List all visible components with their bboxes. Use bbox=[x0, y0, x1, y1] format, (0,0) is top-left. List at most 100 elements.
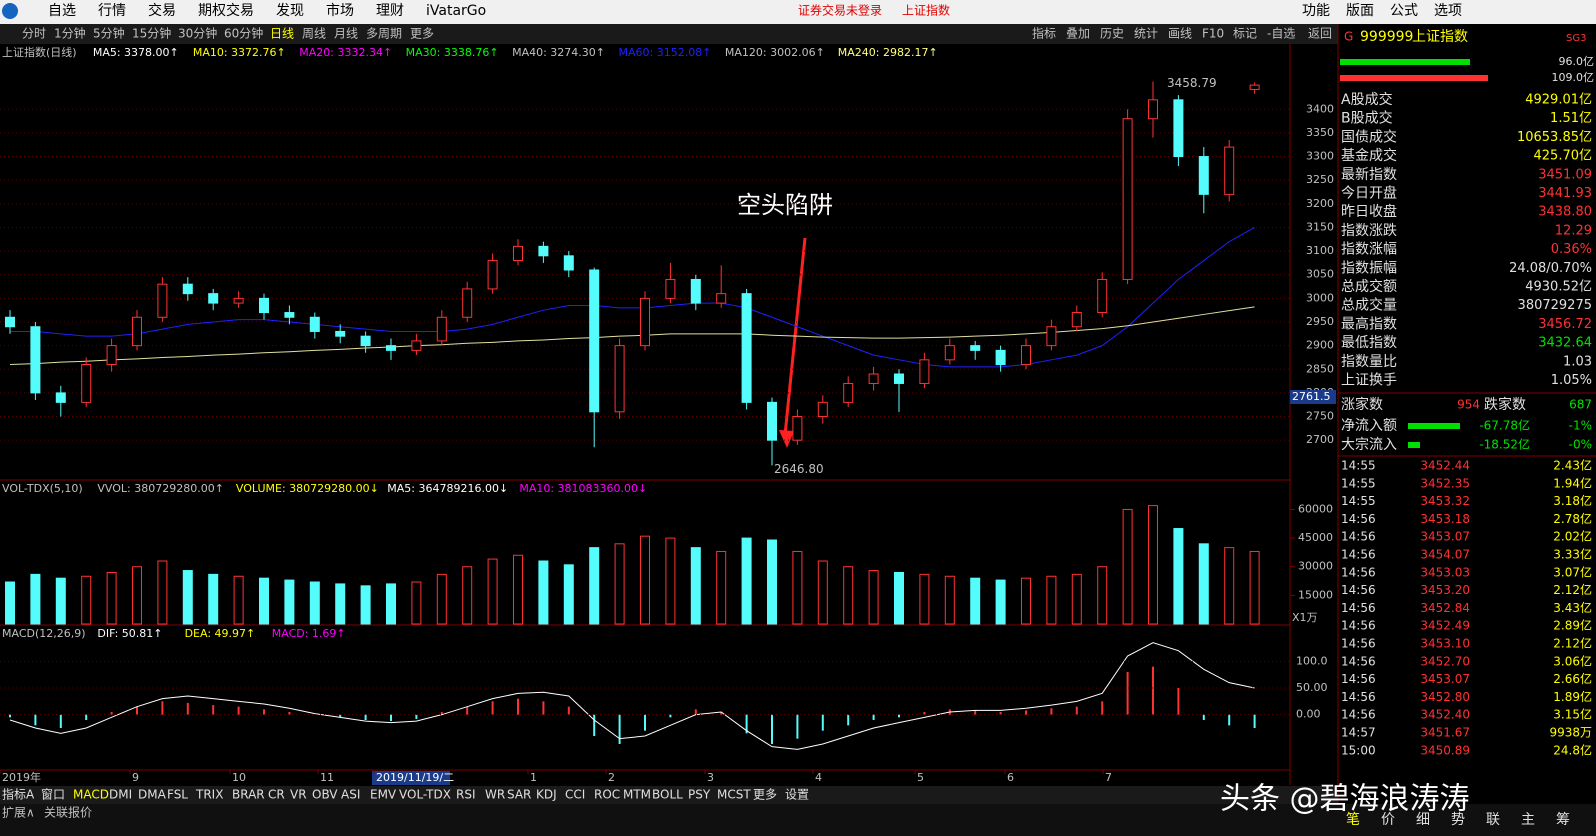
indicator-tab[interactable]: 指标A bbox=[2, 787, 35, 802]
indicator-tab[interactable]: BOLL bbox=[652, 788, 683, 802]
indicator-tab[interactable]: DMI bbox=[109, 788, 132, 802]
candle-body bbox=[436, 316, 447, 342]
volume-bar bbox=[614, 543, 625, 625]
indicator-tab[interactable]: RSI bbox=[456, 788, 476, 802]
indicator-tab[interactable]: SAR bbox=[507, 788, 531, 802]
period-button[interactable]: 更多 bbox=[410, 27, 434, 41]
tick-price: 3452.80 bbox=[1420, 690, 1470, 704]
menu-item[interactable]: 选项 bbox=[1434, 3, 1462, 19]
candle-body bbox=[1198, 156, 1209, 195]
menu-item[interactable]: 公式 bbox=[1390, 3, 1418, 19]
panel-tab[interactable]: 笔 bbox=[1346, 812, 1360, 828]
tool-button[interactable]: 统计 bbox=[1134, 27, 1158, 41]
stat-label: 上证换手 bbox=[1341, 372, 1397, 389]
volume-bar bbox=[716, 550, 727, 625]
macd-bar bbox=[720, 712, 723, 715]
indicator-tab[interactable]: 更多 bbox=[753, 788, 777, 802]
macd-bar bbox=[1126, 672, 1129, 715]
status-item[interactable]: 关联报价 bbox=[44, 805, 92, 820]
menu-item[interactable]: iVatarGo bbox=[426, 3, 486, 19]
period-button[interactable]: 30分钟 bbox=[178, 26, 217, 41]
candle-body bbox=[1224, 146, 1235, 195]
indicator-tab[interactable]: PSY bbox=[688, 788, 711, 802]
menu-item[interactable]: 版面 bbox=[1346, 3, 1374, 19]
panel-tab[interactable]: 筹 bbox=[1556, 811, 1570, 828]
volume-bar bbox=[894, 571, 904, 625]
indicator-tab[interactable]: MCST bbox=[717, 788, 751, 802]
menu-item[interactable]: 理财 bbox=[376, 3, 404, 19]
tool-button[interactable]: 返回 bbox=[1308, 27, 1332, 41]
indicator-tab[interactable]: DMA bbox=[138, 788, 167, 802]
status-item[interactable]: 扩展∧ bbox=[2, 806, 35, 820]
indicator-tab[interactable]: MTM bbox=[623, 788, 651, 802]
flow-label: 净流入额 bbox=[1341, 418, 1397, 434]
period-button[interactable]: 1分钟 bbox=[54, 26, 86, 41]
period-button[interactable]: 60分钟 bbox=[224, 26, 263, 41]
indicator-tab[interactable]: ROC bbox=[594, 788, 620, 802]
candle-body bbox=[1021, 345, 1031, 366]
period-button[interactable]: 多周期 bbox=[366, 27, 402, 41]
volume-bar bbox=[589, 547, 600, 625]
tool-button[interactable]: 画线 bbox=[1168, 27, 1192, 41]
period-button[interactable]: 分时 bbox=[22, 27, 46, 41]
indicator-tab[interactable]: FSL bbox=[167, 788, 188, 802]
flow-pct: -1% bbox=[1569, 419, 1592, 433]
status-bar bbox=[0, 804, 1596, 836]
menu-item[interactable]: 自选 bbox=[48, 3, 76, 19]
flow-bar bbox=[1408, 423, 1460, 429]
indicator-tab[interactable]: MACD bbox=[73, 788, 109, 802]
tool-button[interactable]: 叠加 bbox=[1066, 27, 1090, 41]
macd-bar bbox=[136, 706, 138, 715]
candle-body bbox=[538, 245, 549, 257]
panel-tab[interactable]: 细 bbox=[1416, 812, 1430, 828]
indicator-label: DEA: 49.97↑ bbox=[185, 627, 256, 640]
menu-item[interactable]: 发现 bbox=[276, 3, 304, 19]
menu-item[interactable]: 行情 bbox=[98, 3, 126, 19]
tool-button[interactable]: F10 bbox=[1202, 27, 1224, 41]
tool-button[interactable]: 标记 bbox=[1233, 27, 1257, 41]
panel-tab[interactable]: 势 bbox=[1451, 812, 1465, 828]
indicator-tab[interactable]: CR bbox=[268, 788, 285, 802]
indicator-tab[interactable]: OBV bbox=[312, 788, 338, 802]
volume-bar bbox=[208, 573, 219, 625]
ma-line bbox=[10, 227, 1255, 368]
indicator-tab[interactable]: ASI bbox=[341, 788, 360, 802]
macd-bar bbox=[1050, 708, 1053, 715]
panel-tab[interactable]: 价 bbox=[1381, 812, 1395, 828]
indicator-tab[interactable]: 设置 bbox=[785, 788, 809, 802]
indicator-tab[interactable]: VR bbox=[290, 788, 307, 802]
period-button[interactable]: 月线 bbox=[334, 27, 358, 41]
volume-bar bbox=[55, 577, 66, 625]
menu-item[interactable]: 市场 bbox=[326, 2, 354, 19]
period-button[interactable]: 5分钟 bbox=[93, 26, 125, 41]
candle-body bbox=[513, 245, 523, 262]
stat-label: 总成交额 bbox=[1341, 278, 1397, 295]
period-button[interactable]: 周线 bbox=[302, 27, 326, 41]
panel-tab[interactable]: 主 bbox=[1521, 812, 1535, 828]
candle-body bbox=[1071, 312, 1082, 328]
tool-button[interactable]: 指标 bbox=[1032, 26, 1056, 41]
panel-tab[interactable]: 联 bbox=[1486, 812, 1500, 828]
menu-item[interactable]: 功能 bbox=[1302, 3, 1330, 19]
indicator-tab[interactable]: VOL-TDX bbox=[399, 788, 451, 802]
candle-body bbox=[30, 326, 41, 394]
period-button[interactable]: 日线 bbox=[270, 27, 294, 41]
indicator-tab[interactable]: EMV bbox=[370, 788, 397, 802]
candle-body bbox=[132, 316, 142, 347]
tick-time: 14:56 bbox=[1341, 512, 1376, 526]
candle-body bbox=[817, 401, 828, 418]
indicator-tab[interactable]: WR bbox=[485, 788, 505, 802]
volume-bar bbox=[1249, 550, 1260, 625]
menu-item[interactable]: 交易 bbox=[148, 2, 176, 19]
indicator-tab[interactable]: TRIX bbox=[195, 788, 223, 802]
indicator-tab[interactable]: BRAR bbox=[232, 788, 265, 802]
indicator-tab[interactable]: 窗口 bbox=[41, 788, 65, 802]
indicator-tab[interactable]: KDJ bbox=[536, 788, 557, 802]
tick-price: 3453.20 bbox=[1420, 583, 1470, 597]
indicator-tab[interactable]: CCI bbox=[565, 788, 585, 802]
menu-item[interactable]: 期权交易 bbox=[198, 2, 254, 19]
period-button[interactable]: 15分钟 bbox=[132, 26, 171, 41]
tool-button[interactable]: 历史 bbox=[1100, 27, 1124, 41]
tool-button[interactable]: -自选 bbox=[1267, 27, 1295, 41]
